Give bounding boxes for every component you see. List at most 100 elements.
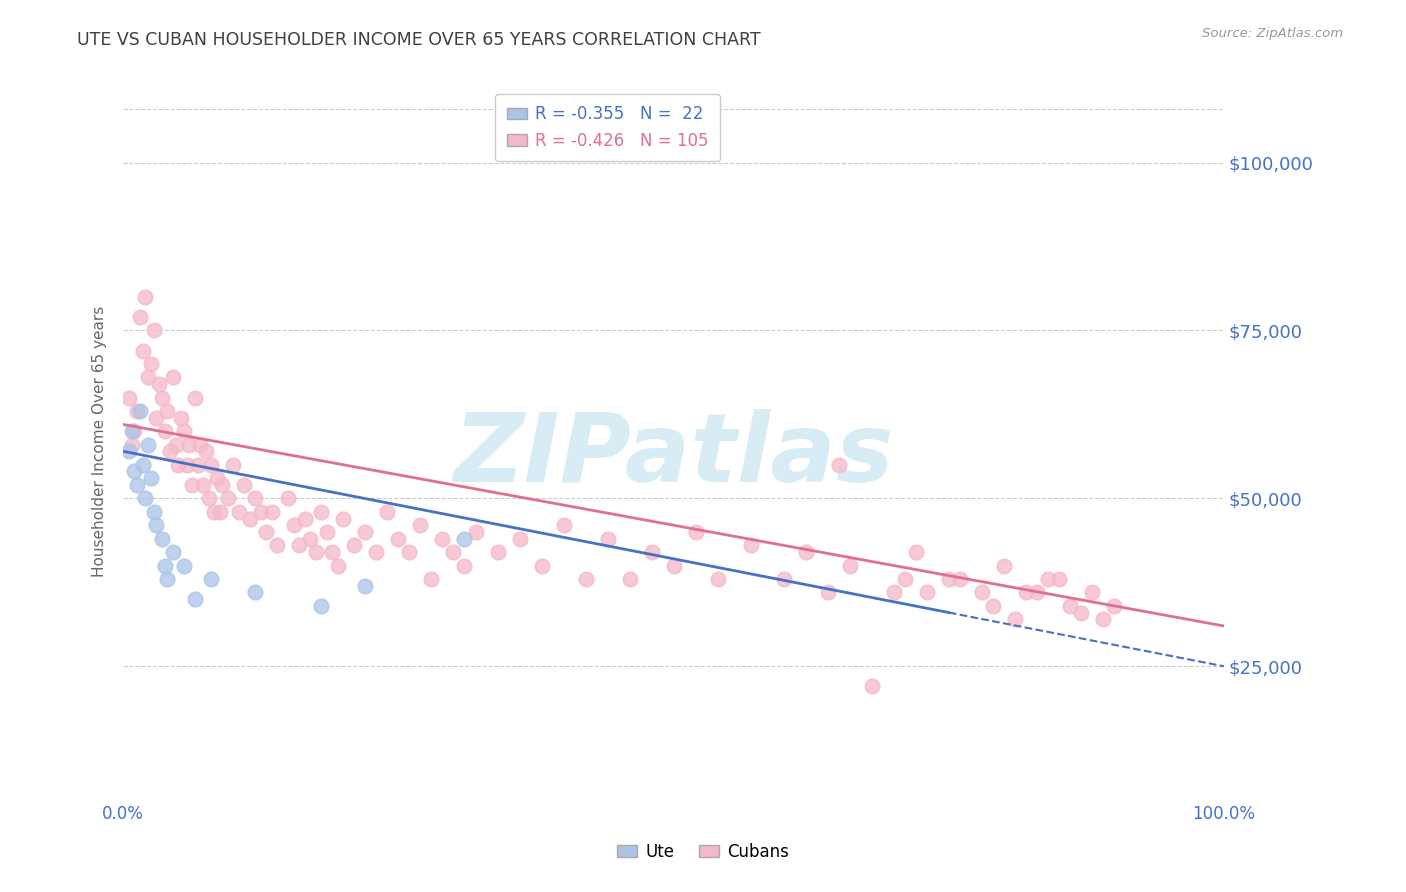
Point [1004,612,1026,626]
Point [118,444,141,458]
Point [1025,585,1047,599]
Point [288,538,311,552]
Point [860,680,883,694]
Point [228,505,250,519]
Point [1059,599,1081,613]
Point [970,585,993,599]
Point [139,357,162,371]
Point [202,505,225,519]
Point [828,458,851,472]
Point [184,391,207,405]
Point [326,558,349,573]
Point [124,465,146,479]
Point [260,505,283,519]
Point [134,491,156,506]
Point [409,518,432,533]
Point [294,511,316,525]
Point [838,558,860,573]
Point [354,524,377,539]
Point [343,538,366,552]
Point [283,518,305,533]
Point [239,511,262,525]
Point [143,505,166,519]
Point [118,391,141,405]
Point [305,545,328,559]
Point [205,471,228,485]
Point [159,444,181,458]
Point [1047,572,1070,586]
Point [191,478,214,492]
Point [706,572,728,586]
Point [893,572,915,586]
Point [453,558,475,573]
Point [398,545,420,559]
Point [377,505,399,519]
Point [167,458,190,472]
Point [153,424,176,438]
Point [222,458,245,472]
Point [211,478,233,492]
Point [136,437,159,451]
Point [794,545,817,559]
Point [124,424,146,438]
Point [125,478,148,492]
Point [121,424,143,438]
Point [904,545,927,559]
Point [432,532,454,546]
Point [420,572,443,586]
Point [179,437,201,451]
Point [187,458,209,472]
Point [217,491,239,506]
Point [366,545,388,559]
Point [1015,585,1038,599]
Point [740,538,762,552]
Point [233,478,256,492]
Point [156,572,179,586]
Point [128,404,150,418]
Point [125,404,148,418]
Point [173,558,195,573]
Point [316,524,339,539]
Point [194,444,217,458]
Y-axis label: Householder Income Over 65 years: Householder Income Over 65 years [93,306,107,577]
Point [817,585,839,599]
Point [596,532,619,546]
Point [662,558,685,573]
Point [132,343,155,358]
Point [883,585,905,599]
Point [165,437,187,451]
Text: UTE VS CUBAN HOUSEHOLDER INCOME OVER 65 YEARS CORRELATION CHART: UTE VS CUBAN HOUSEHOLDER INCOME OVER 65 … [77,31,761,49]
Point [266,538,288,552]
Point [198,491,221,506]
Point [553,518,575,533]
Point [188,437,211,451]
Point [150,532,173,546]
Point [277,491,299,506]
Point [169,410,191,425]
Point [915,585,938,599]
Point [311,599,333,613]
Text: Source: ZipAtlas.com: Source: ZipAtlas.com [1202,27,1343,40]
Point [250,505,273,519]
Point [530,558,553,573]
Point [332,511,354,525]
Point [453,532,475,546]
Point [993,558,1015,573]
Point [128,310,150,324]
Point [443,545,465,559]
Point [1070,606,1092,620]
Point [1036,572,1059,586]
Point [619,572,641,586]
Point [200,572,222,586]
Point [1102,599,1125,613]
Point [153,558,176,573]
Point [200,458,222,472]
Point [949,572,972,586]
Point [640,545,662,559]
Point [139,471,162,485]
Point [509,532,531,546]
Point [574,572,596,586]
Point [121,437,143,451]
Point [1091,612,1114,626]
Point [299,532,322,546]
